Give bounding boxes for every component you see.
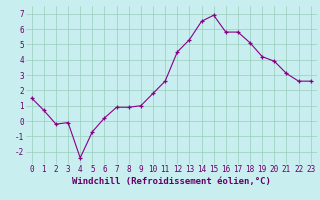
X-axis label: Windchill (Refroidissement éolien,°C): Windchill (Refroidissement éolien,°C) — [72, 177, 271, 186]
